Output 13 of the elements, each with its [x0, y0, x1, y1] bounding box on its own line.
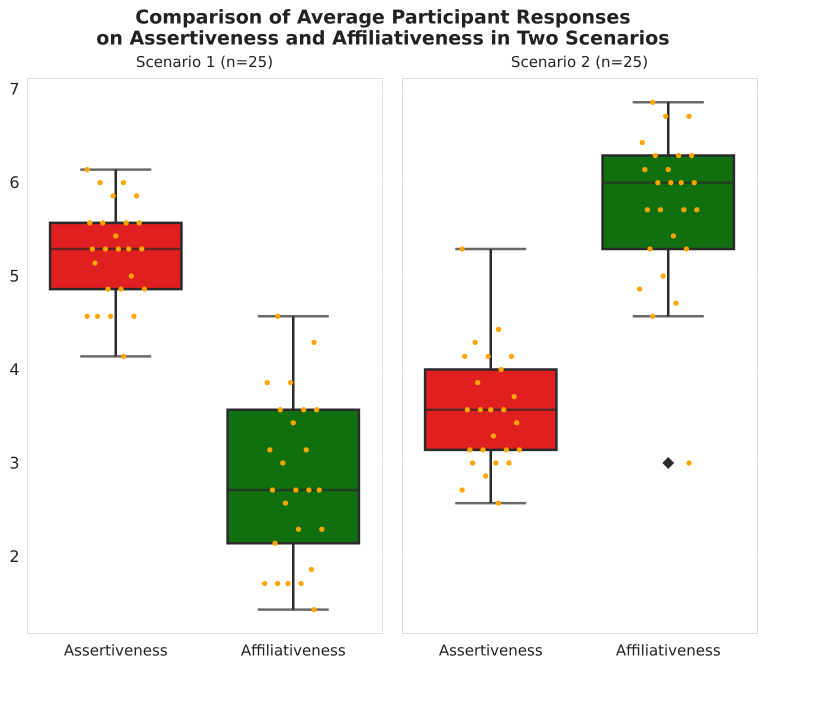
y-tick-label: 2 — [9, 546, 20, 566]
y-tick-label: 4 — [9, 360, 20, 380]
x-tick-label: Assertiveness — [438, 642, 543, 660]
y-tick-label: 5 — [9, 266, 20, 286]
x-tick-label: Affiliativeness — [240, 642, 346, 660]
x-tick-label: Affiliativeness — [616, 642, 721, 660]
y-tick-label: 6 — [9, 173, 20, 192]
chart-subtitle: Scenario 2 (n=25) — [510, 53, 648, 71]
x-tick-label: Assertiveness — [64, 642, 168, 660]
chart-subtitle: Scenario 1 (n=25) — [136, 53, 274, 71]
y-tick-label: 7 — [9, 80, 20, 99]
y-tick-label: 3 — [9, 453, 20, 472]
chart-title: Comparison of Average Participant Responses on Assertiveness and Affiliativeness in Two Scenarios — [96, 6, 670, 50]
